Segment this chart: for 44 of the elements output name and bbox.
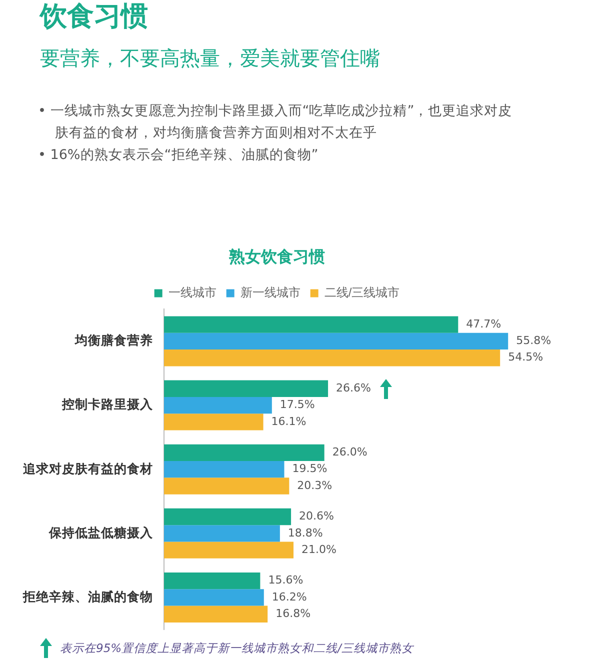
text: • 一线城市熟女更愿意为控制卡路里摄入而“吃草吃成沙拉精”，也更追求对皮肤有益的食材，对均衡膳食营养方面则相对不太在乎 xyxy=(38,102,514,143)
bar xyxy=(164,396,272,414)
bar xyxy=(164,380,328,397)
bar xyxy=(164,525,280,542)
chart-subtitle: 要营养，不要高热量，爱美就要管住嘴 xyxy=(40,45,380,72)
data-label: 15.6% xyxy=(268,574,304,587)
y-tick-label: 保持低盐低糖摄入 xyxy=(48,524,154,540)
data-label: 16.2% xyxy=(272,590,307,604)
data-label: 16.8% xyxy=(276,606,311,620)
data-label: 19.5% xyxy=(292,462,328,476)
bar xyxy=(164,572,260,590)
y-tick-label: 追求对皮肤有益的食材 xyxy=(23,460,153,476)
bar xyxy=(164,542,294,558)
y-tick-label: 控制卡路里摄入 xyxy=(61,396,154,412)
data-label: 16.1% xyxy=(271,414,306,428)
text: 熟女饮食习惯 xyxy=(228,248,325,266)
legend-label: 新一线城市 xyxy=(240,286,300,300)
data-label: 55.8% xyxy=(516,334,552,348)
data-label: 26.6% xyxy=(336,381,371,394)
bar xyxy=(164,508,292,526)
legend-label: 二线/三线城市 xyxy=(324,286,400,300)
bar xyxy=(164,461,284,478)
data-label: 26.0% xyxy=(332,446,368,459)
data-label: 20.6% xyxy=(299,510,334,523)
legend-label: 一线城市 xyxy=(168,286,216,300)
data-label: 17.5% xyxy=(280,398,315,412)
data-label: 54.5% xyxy=(508,350,544,364)
chart-title: 饮食习惯 xyxy=(40,0,148,34)
y-tick-label: 均衡膳食营养 xyxy=(74,332,153,348)
text: • 16%的熟女表示会“拒绝辛辣、油腻的食物” xyxy=(38,146,320,165)
bar xyxy=(164,316,458,333)
data-label: 20.3% xyxy=(297,478,332,492)
data-label: 18.8% xyxy=(288,526,323,540)
data-label: 47.7% xyxy=(466,317,502,330)
bar xyxy=(164,478,290,494)
bar xyxy=(164,332,508,350)
bar xyxy=(164,350,500,366)
bar xyxy=(164,414,264,430)
bar xyxy=(164,444,324,462)
data-label: 21.0% xyxy=(302,542,336,556)
text: 表示在95%置信度上显著高于新一线城市熟女和二线/三线城市熟女 xyxy=(60,640,414,656)
y-tick-label: 拒绝辛辣、油腻的食物 xyxy=(22,588,153,604)
bar xyxy=(164,606,268,622)
bar xyxy=(164,589,264,606)
